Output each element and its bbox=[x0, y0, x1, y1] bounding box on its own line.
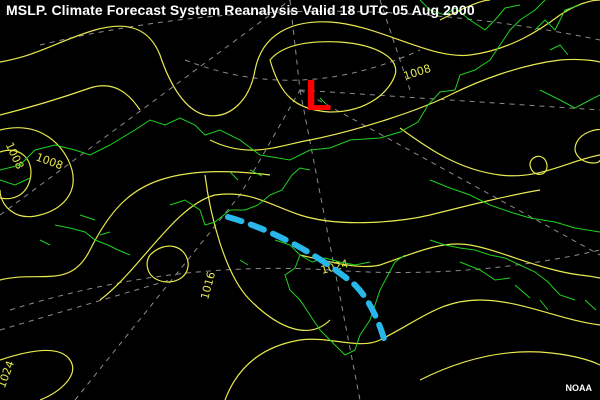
coastline-islands-north bbox=[419, 0, 581, 56]
credit-noaa: NOAA bbox=[565, 383, 593, 393]
isobar bbox=[299, 243, 600, 279]
coastlines bbox=[0, 0, 600, 356]
isobar bbox=[419, 351, 600, 381]
longitude-line-5 bbox=[299, 89, 600, 256]
low-pressure-marker: L bbox=[305, 71, 332, 120]
coastline-peninsula bbox=[169, 167, 311, 226]
isobar bbox=[0, 127, 74, 218]
isobar bbox=[0, 349, 74, 400]
longitude-line-1 bbox=[0, 0, 291, 216]
latitude-circle-north bbox=[184, 49, 421, 81]
isobar bbox=[224, 299, 600, 400]
trough-line bbox=[225, 214, 388, 345]
latitude-circle-south bbox=[9, 249, 600, 311]
isobar bbox=[574, 128, 600, 164]
coastline-inlet bbox=[299, 254, 371, 266]
longitude-line-4 bbox=[299, 89, 361, 400]
isobar bbox=[204, 174, 331, 331]
coastline-west-islands bbox=[39, 214, 131, 256]
coastline-north-east bbox=[539, 89, 600, 109]
map-title: MSLP. Climate Forecast System Reanalysis… bbox=[6, 2, 475, 18]
isobar bbox=[439, 0, 491, 21]
coastline-east bbox=[429, 239, 576, 301]
longitude-line-7 bbox=[299, 89, 600, 111]
isobar bbox=[269, 41, 397, 113]
isobar bbox=[0, 85, 141, 116]
coastline-arctic-east bbox=[429, 179, 600, 233]
coastline-fragments bbox=[229, 97, 597, 311]
isobar bbox=[146, 245, 189, 283]
isobar bbox=[0, 171, 271, 281]
coastline-arctic bbox=[109, 0, 546, 161]
isobar bbox=[529, 155, 548, 175]
isobar bbox=[0, 0, 600, 117]
isobar bbox=[209, 58, 600, 151]
isobar bbox=[0, 149, 32, 200]
isobar bbox=[399, 127, 600, 177]
coastline-west bbox=[0, 144, 111, 186]
coastline-archipelago bbox=[274, 239, 406, 356]
isobar bbox=[99, 189, 541, 301]
latitude-circle-mid bbox=[39, 10, 600, 46]
